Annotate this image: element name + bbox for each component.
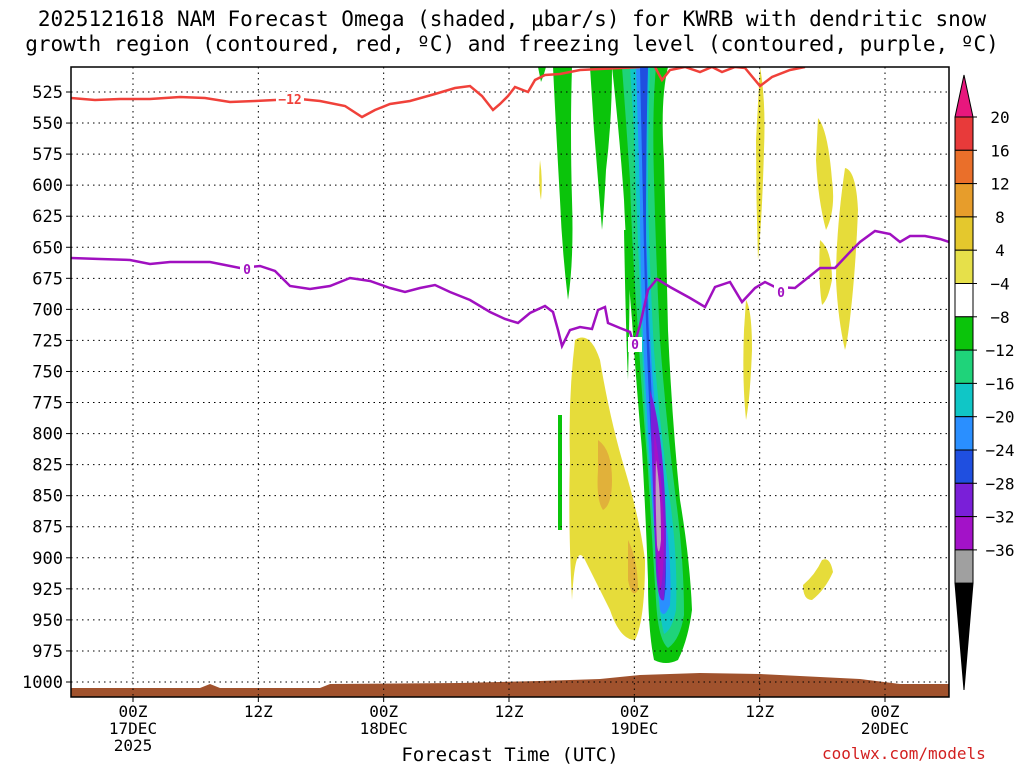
y-tick-label: 875 bbox=[32, 518, 63, 538]
x-tick-label: 20DEC bbox=[861, 719, 909, 738]
colorbar-label: 16 bbox=[990, 141, 1009, 160]
y-tick-label: 975 bbox=[32, 642, 63, 662]
y-tick-label: 850 bbox=[32, 487, 63, 507]
contour-zero-label-2: 0 bbox=[631, 338, 639, 353]
colorbar-label: −28 bbox=[986, 474, 1015, 493]
contour-zero-label-1: 0 bbox=[243, 263, 251, 278]
x-tick-label: 00Z bbox=[871, 702, 900, 721]
x-tick-label: 2025 bbox=[114, 736, 153, 755]
contour-minus12-line-2 bbox=[653, 67, 806, 88]
colorbar-label: 4 bbox=[995, 241, 1005, 260]
contour-zero-label-bg-1 bbox=[240, 262, 254, 277]
x-tick-label: 00Z bbox=[620, 702, 649, 721]
colorbar-label: −16 bbox=[986, 374, 1015, 393]
colorbar-segment bbox=[954, 549, 974, 584]
colorbar-segment bbox=[954, 482, 974, 518]
shade-yellow-2 bbox=[816, 118, 834, 230]
colorbar-segment bbox=[954, 516, 974, 551]
colorbar-label: 8 bbox=[995, 208, 1005, 227]
y-tick-label: 550 bbox=[32, 114, 63, 134]
shade-yellow-7 bbox=[539, 160, 542, 200]
y-tick-label: 650 bbox=[32, 238, 63, 258]
shade-grey-main bbox=[655, 460, 661, 552]
colorbar-label: −24 bbox=[986, 441, 1015, 460]
y-tick-label: 1000 bbox=[22, 673, 63, 693]
shade-yellow-3 bbox=[836, 168, 858, 350]
x-tick-label: 00Z bbox=[119, 702, 148, 721]
plot-area bbox=[71, 67, 949, 697]
colorbar-label: −12 bbox=[986, 341, 1015, 360]
plot-frame bbox=[70, 66, 950, 698]
shade-yellow-5 bbox=[743, 300, 752, 420]
shade-green-1 bbox=[553, 67, 573, 300]
grid-lines bbox=[71, 67, 949, 697]
x-tick-label: 18DEC bbox=[360, 719, 408, 738]
y-tick-label: 675 bbox=[32, 269, 63, 289]
colorbar-label: −20 bbox=[986, 408, 1015, 427]
x-tick-label: 12Z bbox=[745, 702, 774, 721]
colorbar-segment bbox=[954, 149, 974, 185]
colorbar-segment bbox=[954, 116, 974, 151]
shade-yellow-4 bbox=[819, 240, 832, 305]
shade-green-2 bbox=[590, 67, 612, 230]
colorbar-label: −8 bbox=[990, 308, 1009, 327]
contour-zero-line bbox=[71, 229, 949, 350]
y-tick-label: 925 bbox=[32, 580, 63, 600]
x-tick-label: 12Z bbox=[244, 702, 273, 721]
shade-yellow-6 bbox=[756, 67, 765, 260]
shade-green-3 bbox=[538, 67, 546, 82]
colorbar-label: −36 bbox=[986, 541, 1015, 560]
y-axis-ticks: 525 550 575 600 625 650 675 700 725 750 775 800 825 8… bbox=[22, 83, 71, 693]
contour-zero-label-bg-3 bbox=[774, 284, 788, 299]
shade-orange-2 bbox=[628, 540, 638, 594]
contour-minus12-label: −12 bbox=[278, 93, 301, 108]
colorbar-segment bbox=[954, 183, 974, 218]
y-tick-label: 725 bbox=[32, 331, 63, 351]
shade-yellow-8 bbox=[803, 559, 833, 600]
colorbar-top-arrow bbox=[954, 74, 974, 118]
chart-title-line-1: 2025121618 NAM Forecast Omega (shaded, µ… bbox=[37, 7, 987, 31]
colorbar-label: −4 bbox=[990, 275, 1009, 294]
colorbar-segment bbox=[954, 382, 974, 418]
shade-green-4 bbox=[558, 415, 562, 530]
y-tick-label: 775 bbox=[32, 394, 63, 414]
colorbar-segment bbox=[954, 449, 974, 484]
chart-title-line-2: growth region (contoured, red, ºC) and f… bbox=[25, 32, 999, 56]
terrain bbox=[71, 673, 949, 697]
colorbar-label: −32 bbox=[986, 508, 1015, 527]
x-tick-label: 17DEC bbox=[109, 719, 157, 738]
y-tick-label: 525 bbox=[32, 83, 63, 103]
y-tick-label: 800 bbox=[32, 425, 63, 445]
y-tick-label: 750 bbox=[32, 362, 63, 382]
y-tick-label: 625 bbox=[32, 207, 63, 227]
y-tick-label: 600 bbox=[32, 176, 63, 196]
contour-minus12-line bbox=[71, 67, 641, 119]
x-tick-label: 12Z bbox=[495, 702, 524, 721]
shade-orange-1 bbox=[597, 440, 612, 510]
y-tick-label: 575 bbox=[32, 145, 63, 165]
contour-minus12-label-bg bbox=[276, 92, 304, 108]
x-tick-label: 00Z bbox=[369, 702, 398, 721]
colorbar-segment bbox=[954, 283, 974, 318]
y-tick-label: 825 bbox=[32, 456, 63, 476]
credit-text: coolwx.com/models bbox=[822, 744, 986, 763]
contour-zero-label-3: 0 bbox=[777, 286, 785, 301]
colorbar-segment bbox=[954, 349, 974, 384]
colorbar-bottom-arrow bbox=[954, 582, 974, 691]
y-tick-label: 950 bbox=[32, 611, 63, 631]
contour-zero-label-bg-2 bbox=[628, 337, 642, 352]
colorbar-segment bbox=[954, 416, 974, 451]
colorbar-segment bbox=[954, 249, 974, 284]
y-tick-label: 700 bbox=[32, 300, 63, 320]
colorbar-segment bbox=[954, 316, 974, 351]
colorbar: 20 16 12 8 4 −4 −8 −12 −16 −20 −24 −28 −32 −36 bbox=[954, 74, 1015, 691]
y-tick-label: 900 bbox=[32, 549, 63, 569]
x-axis-title: Forecast Time (UTC) bbox=[401, 744, 619, 766]
colorbar-label: 20 bbox=[990, 108, 1009, 127]
colorbar-label: 12 bbox=[990, 175, 1009, 194]
x-tick-label: 19DEC bbox=[610, 719, 658, 738]
colorbar-segment bbox=[954, 216, 974, 251]
